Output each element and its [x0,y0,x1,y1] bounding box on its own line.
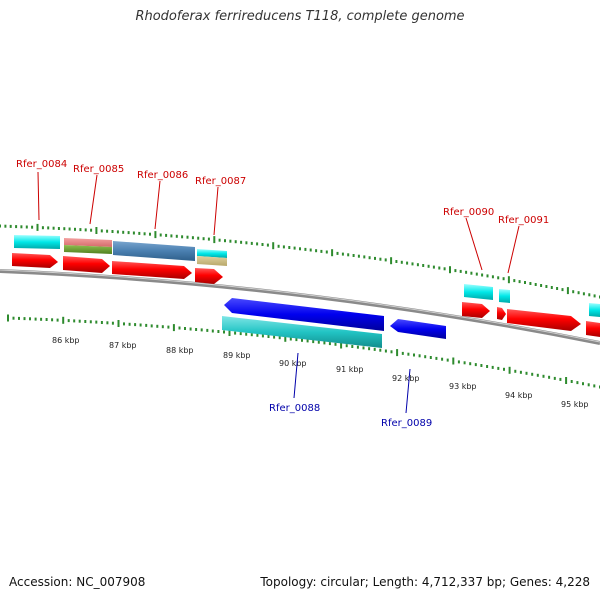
scale-label: 89 kbp [223,351,251,360]
leader-rfer-0085 [89,174,98,225]
gene-label-rfer-0088[interactable]: Rfer_0088 [269,403,320,414]
genome-summary-text: Topology: circular; Length: 4,712,337 bp… [260,575,590,589]
gene-rfer-0091a-arrow[interactable] [497,307,506,320]
feature-rfer-0084-cds[interactable] [14,235,60,249]
accession-text: Accession: NC_007908 [9,575,146,589]
scale-label: 95 kbp [561,400,589,409]
gene-rfer-0084-arrow[interactable] [12,253,58,268]
gene-rfer-0086-arrow[interactable] [112,261,192,279]
feature-rfer-0087-cds[interactable] [197,249,227,258]
leader-rfer-0086 [154,180,161,230]
feature-rfer-0090-cds[interactable] [464,284,493,300]
feature-rfer-0086-cds[interactable] [113,241,195,261]
scale-label: 91 kbp [336,365,364,374]
gene-rfer-0088-arrow[interactable] [224,298,384,331]
gene-rfer-0087-arrow[interactable] [195,268,223,284]
gene-label-rfer-0091[interactable]: Rfer_0091 [498,215,549,226]
tick-row-lower [7,314,600,389]
gene-rfer-0085-arrow[interactable] [63,256,110,273]
leader-rfer-0089 [405,368,411,414]
gene-label-rfer-0085[interactable]: Rfer_0085 [73,164,124,175]
gene-edge-arrow[interactable] [586,321,600,337]
gene-label-rfer-0090[interactable]: Rfer_0090 [443,207,494,218]
gene-label-rfer-0086[interactable]: Rfer_0086 [137,170,188,181]
leader-rfer-0090 [465,217,483,271]
tick-row-upper [0,223,600,299]
reverse-gene-row [222,298,446,348]
gene-label-rfer-0089[interactable]: Rfer_0089 [381,418,432,429]
feature-rfer-0091-cds[interactable] [499,289,510,303]
scale-label: 93 kbp [449,382,477,391]
map-title: Rhodoferax ferrireducens T118, complete … [135,9,465,24]
scale-label: 92 kbp [392,374,420,383]
scale-label: 94 kbp [505,391,533,400]
gene-rfer-0091-arrow[interactable] [507,309,581,331]
scale-label: 86 kbp [52,336,80,345]
gene-rfer-0089-arrow[interactable] [390,319,446,339]
leader-rfer-0091 [507,225,520,274]
gene-label-rfer-0087[interactable]: Rfer_0087 [195,176,246,187]
feature-edge-cds[interactable] [589,303,600,317]
gene-label-rfer-0084[interactable]: Rfer_0084 [16,159,67,170]
genome-backbone-highlight [0,269,600,343]
genome-backbone [0,269,600,345]
feature-rfer-0085-cds[interactable] [64,238,112,247]
scale-label: 88 kbp [166,346,194,355]
feature-rfer-0085-cds-lower[interactable] [64,245,112,254]
forward-gene-row [12,253,600,337]
forward-feature-row-top [14,235,600,317]
leader-rfer-0087 [213,186,219,236]
scale-label: 90 kbp [279,359,307,368]
gene-labels: Rfer_0084 Rfer_0085 Rfer_0086 Rfer_0087 … [16,159,549,429]
leader-rfer-0084 [37,171,40,221]
label-leaders [37,171,520,414]
leader-rfer-0088 [293,352,299,399]
scale-label: 87 kbp [109,341,137,350]
feature-rfer-0088-cds[interactable] [222,316,382,348]
gene-rfer-0090-arrow[interactable] [462,302,490,318]
feature-rfer-0087-cds-lower[interactable] [197,256,227,266]
scale-labels: 86 kbp 87 kbp 88 kbp 89 kbp 90 kbp 91 kb… [52,336,589,409]
